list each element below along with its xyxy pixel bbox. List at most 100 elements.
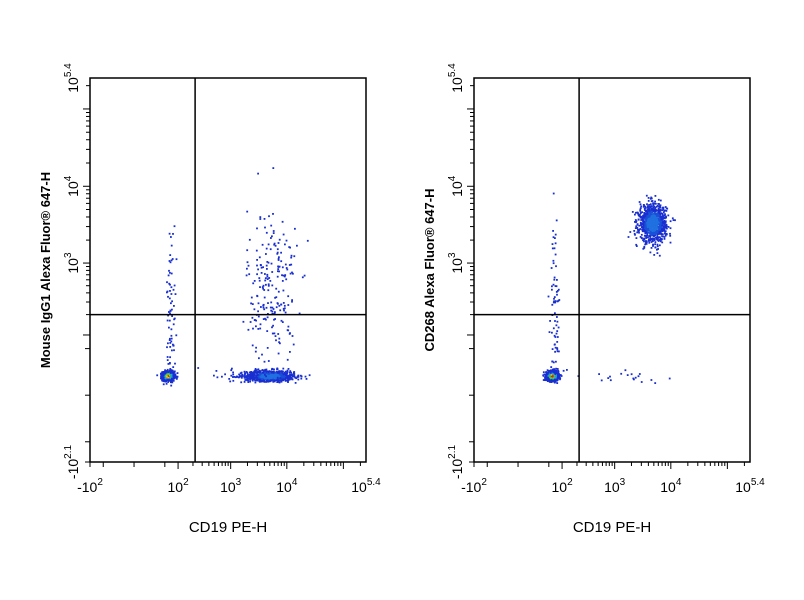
- event-point: [555, 332, 558, 335]
- event-point: [258, 379, 261, 382]
- event-point: [292, 372, 295, 375]
- event-point: [295, 377, 298, 380]
- event-point: [659, 206, 661, 209]
- event-point: [556, 350, 559, 353]
- event-point: [273, 379, 275, 381]
- event-point: [556, 316, 558, 318]
- event-point: [658, 218, 660, 221]
- event-point: [550, 366, 553, 368]
- event-point: [653, 235, 655, 237]
- event-point: [657, 198, 660, 201]
- event-point: [169, 271, 171, 274]
- event-point: [170, 286, 173, 289]
- event-point: [551, 375, 554, 378]
- event-point: [552, 327, 555, 330]
- event-point: [653, 227, 655, 230]
- event-point: [259, 218, 262, 220]
- event-point: [660, 215, 662, 218]
- event-point: [644, 217, 647, 220]
- event-point: [640, 215, 642, 218]
- event-point: [289, 272, 292, 275]
- event-point: [639, 203, 642, 206]
- event-point: [277, 333, 280, 335]
- event-point: [234, 376, 237, 379]
- event-point: [282, 377, 284, 380]
- event-point: [542, 371, 545, 374]
- event-point: [265, 368, 268, 371]
- event-point: [266, 330, 269, 332]
- event-point: [645, 241, 647, 244]
- event-points: [542, 192, 676, 384]
- event-point: [647, 200, 650, 202]
- event-point: [284, 378, 286, 381]
- event-point: [286, 376, 289, 379]
- event-point: [303, 274, 306, 277]
- event-point: [652, 245, 654, 247]
- event-point: [549, 320, 551, 322]
- event-point: [645, 243, 648, 245]
- event-point: [650, 247, 653, 249]
- event-point: [662, 211, 665, 214]
- event-point: [657, 221, 660, 224]
- event-point: [669, 232, 671, 235]
- event-point: [658, 239, 661, 241]
- event-point: [280, 373, 283, 376]
- event-point: [664, 232, 666, 235]
- event-point: [556, 330, 559, 332]
- event-point: [664, 225, 666, 228]
- event-point: [258, 279, 261, 282]
- event-point: [554, 375, 557, 378]
- event-point: [648, 206, 651, 208]
- event-point: [645, 240, 647, 242]
- event-point: [169, 342, 172, 344]
- event-point: [276, 275, 279, 278]
- event-point: [647, 236, 649, 239]
- event-point: [280, 319, 283, 322]
- event-point: [656, 243, 659, 246]
- event-point: [272, 230, 275, 232]
- event-point: [654, 382, 657, 384]
- event-point: [664, 234, 667, 237]
- event-point: [275, 339, 277, 342]
- event-point: [658, 233, 661, 235]
- event-point: [263, 371, 265, 374]
- event-point: [264, 368, 267, 371]
- event-point: [558, 377, 561, 379]
- event-point: [301, 276, 304, 279]
- event-point: [654, 228, 656, 230]
- y-axis-title: Mouse IgG1 Alexa Fluor® 647-H: [38, 172, 53, 368]
- event-point: [556, 300, 559, 303]
- event-point: [274, 311, 276, 313]
- event-point: [655, 205, 658, 208]
- event-point: [170, 334, 173, 337]
- event-point: [266, 377, 269, 379]
- event-point: [232, 371, 234, 374]
- event-point: [656, 248, 658, 251]
- event-point: [636, 231, 639, 234]
- event-point: [257, 302, 260, 305]
- event-point: [249, 380, 251, 383]
- event-point: [658, 254, 661, 257]
- event-point: [169, 337, 171, 340]
- event-point: [169, 356, 171, 359]
- event-point: [263, 377, 266, 380]
- event-point: [653, 224, 656, 226]
- event-point: [653, 212, 656, 214]
- event-point: [256, 370, 259, 373]
- event-point: [552, 230, 554, 232]
- event-point: [637, 230, 640, 232]
- event-point: [290, 263, 293, 266]
- event-point: [283, 375, 285, 378]
- event-point: [647, 215, 650, 217]
- event-point: [651, 230, 654, 232]
- event-point: [642, 228, 644, 231]
- event-point: [276, 248, 279, 251]
- event-point: [258, 371, 261, 373]
- event-point: [562, 369, 565, 372]
- event-point: [256, 377, 259, 379]
- event-point: [252, 376, 255, 379]
- event-point: [655, 221, 658, 224]
- event-point: [652, 232, 655, 235]
- event-point: [255, 376, 258, 379]
- event-point: [556, 341, 559, 343]
